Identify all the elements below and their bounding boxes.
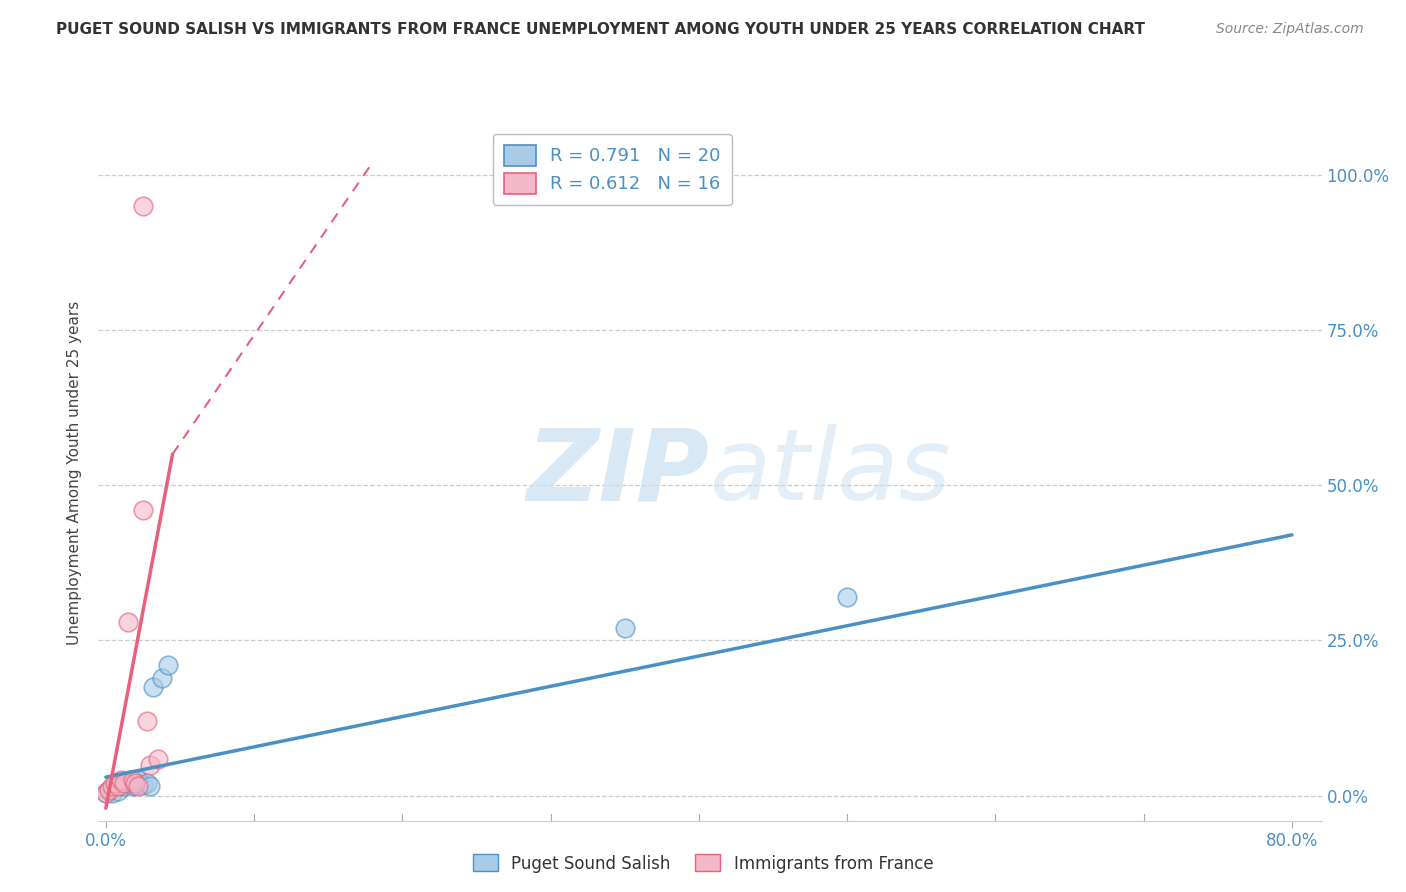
Y-axis label: Unemployment Among Youth under 25 years: Unemployment Among Youth under 25 years xyxy=(67,301,83,645)
Point xyxy=(104,776,127,790)
Point xyxy=(121,780,143,794)
Point xyxy=(97,782,120,797)
Text: atlas: atlas xyxy=(710,425,952,521)
Point xyxy=(136,776,159,790)
Point xyxy=(94,786,117,800)
Legend: R = 0.791   N = 20, R = 0.612   N = 16: R = 0.791 N = 20, R = 0.612 N = 16 xyxy=(492,134,731,204)
Point xyxy=(146,751,169,765)
Point xyxy=(104,780,127,794)
Point xyxy=(157,658,180,673)
Point xyxy=(100,780,122,794)
Point xyxy=(136,714,159,729)
Point xyxy=(132,199,155,213)
Point xyxy=(117,615,139,629)
Point xyxy=(127,773,149,788)
Point xyxy=(110,773,132,788)
Text: Source: ZipAtlas.com: Source: ZipAtlas.com xyxy=(1216,22,1364,37)
Point xyxy=(112,776,135,790)
Point xyxy=(124,778,146,792)
Point xyxy=(100,786,122,800)
Point xyxy=(139,757,162,772)
Point xyxy=(94,786,117,800)
Point xyxy=(97,782,120,797)
Point xyxy=(132,778,155,792)
Point xyxy=(121,773,143,788)
Point xyxy=(142,680,165,694)
Point xyxy=(613,621,636,635)
Text: ZIP: ZIP xyxy=(527,425,710,521)
Point xyxy=(107,784,129,798)
Point xyxy=(127,780,149,794)
Legend: Puget Sound Salish, Immigrants from France: Puget Sound Salish, Immigrants from Fran… xyxy=(465,847,941,880)
Point xyxy=(150,671,173,685)
Text: PUGET SOUND SALISH VS IMMIGRANTS FROM FRANCE UNEMPLOYMENT AMONG YOUTH UNDER 25 Y: PUGET SOUND SALISH VS IMMIGRANTS FROM FR… xyxy=(56,22,1146,37)
Point xyxy=(110,776,132,790)
Point xyxy=(118,773,141,788)
Point xyxy=(107,780,129,794)
Point xyxy=(837,590,859,604)
Point xyxy=(139,780,162,794)
Point xyxy=(115,775,138,789)
Point xyxy=(124,776,146,790)
Point xyxy=(132,503,155,517)
Point xyxy=(112,780,135,794)
